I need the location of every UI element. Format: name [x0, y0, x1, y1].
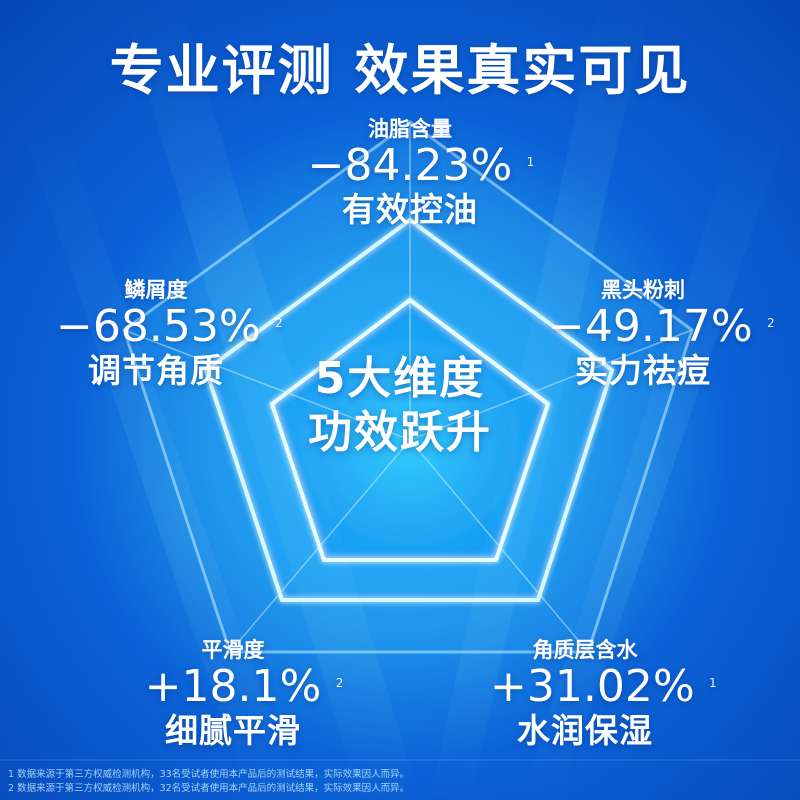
footnotes: 1 数据来源于第三方权威检测机构，33名受试者使用本产品后的测试结果，实际效果因… [8, 768, 409, 796]
footnote-marker: 2 [335, 676, 344, 690]
footnote-marker: 1 [709, 676, 717, 690]
metric-value: +31.02% 1 [490, 661, 717, 712]
footnote-1: 1 数据来源于第三方权威检测机构，33名受试者使用本产品后的测试结果，实际效果因… [8, 769, 410, 780]
metric-name: 平滑度 [201, 638, 265, 662]
metric-value: −84.23% 1 [307, 140, 535, 191]
page-title: 专业评测 效果真实可见 [109, 39, 691, 102]
footnote-marker: 2 [767, 316, 775, 330]
footnote-marker: 2 [275, 316, 283, 330]
metric-description: 实力祛痘 [575, 351, 711, 390]
metric-name: 鳞屑度 [124, 278, 188, 302]
metric-description: 调节角质 [88, 351, 224, 390]
metric-name: 角质层含水 [532, 638, 638, 662]
center-line-2: 功效跃升 [308, 407, 492, 458]
radar-axes [123, 122, 693, 653]
footnote-2: 2 数据来源于第三方权威检测机构，32名受试者使用本产品后的测试结果，实际效果因… [8, 783, 410, 794]
metric-description: 细腻平滑 [165, 711, 301, 750]
footnote-marker: 1 [526, 155, 535, 169]
metric-name: 黑头粉刺 [601, 278, 685, 302]
metric-smoothness: 平滑度 +18.1% 2 细腻平滑 [138, 637, 344, 751]
center-caption: 5大维度 功效跃升 [250, 352, 550, 460]
metric-hydration: 角质层含水 +31.02% 1 水润保湿 [490, 637, 717, 751]
metric-description: 有效控油 [342, 190, 478, 229]
metric-description: 水润保湿 [517, 711, 653, 750]
metric-blackheads: 黑头粉刺 −49.17% 2 实力祛痘 [548, 277, 775, 391]
metric-value: +18.1% 2 [144, 661, 344, 712]
metric-scaling: 鳞屑度 −68.53% 2 调节角质 [56, 277, 283, 391]
center-line-1: 5大维度 [314, 353, 486, 404]
metric-value: −68.53% 2 [56, 301, 283, 352]
metric-value: −49.17% 2 [548, 301, 775, 352]
metric-name: 油脂含量 [368, 117, 452, 141]
metric-oil: 油脂含量 −84.23% 1 有效控油 [290, 116, 535, 230]
